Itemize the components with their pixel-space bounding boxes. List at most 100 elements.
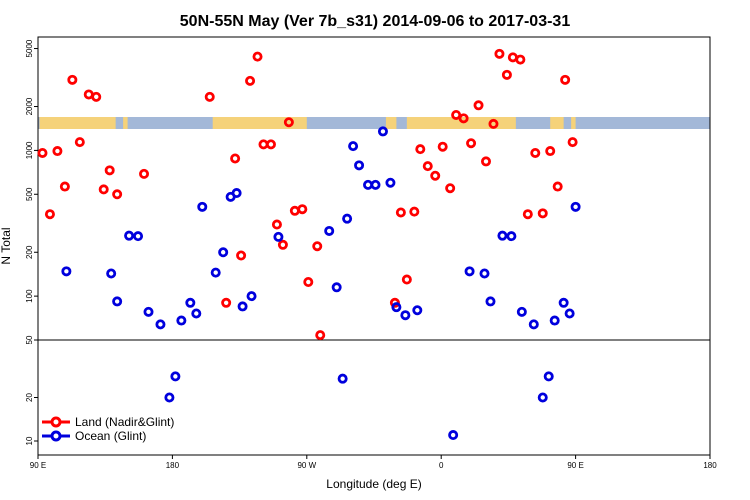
land-point: [430, 170, 441, 181]
land-point: [271, 219, 282, 230]
plot-frame: [37, 36, 711, 456]
land-point: [59, 181, 70, 192]
x-tick-label: 90 W: [297, 461, 316, 470]
legend: Land (Nadir&Glint) Ocean (Glint): [42, 415, 174, 443]
ocean-point: [231, 188, 242, 199]
land-segment: [571, 117, 576, 129]
ocean-point: [112, 296, 123, 307]
chart-title: 50N-55N May (Ver 7b_s31) 2014-09-06 to 2…: [180, 13, 571, 30]
ocean-point: [197, 201, 208, 212]
land-point: [204, 91, 215, 102]
land-point: [395, 207, 406, 218]
ocean-point: [237, 301, 248, 312]
series-land: [37, 48, 578, 341]
ocean-point: [133, 231, 144, 242]
land-point: [221, 297, 232, 308]
y-tick-label: 10: [25, 436, 34, 445]
y-tick-label: 50: [25, 335, 34, 344]
ocean-point: [124, 230, 135, 241]
ocean-point: [143, 306, 154, 317]
land-segment: [212, 117, 307, 129]
land-point: [545, 146, 556, 157]
land-point: [422, 161, 433, 172]
land-point: [409, 206, 420, 217]
ocean-point: [106, 268, 117, 279]
land-segment: [39, 117, 116, 129]
ocean-point: [497, 230, 508, 241]
land-point: [265, 139, 276, 150]
land-point: [494, 48, 505, 59]
land-point: [230, 153, 241, 164]
ocean-point: [564, 308, 575, 319]
land-point: [437, 141, 448, 152]
ocean-point: [185, 297, 196, 308]
ocean-point: [324, 225, 335, 236]
ocean-point: [570, 201, 581, 212]
y-tick-label: 200: [25, 245, 34, 259]
ocean-point: [61, 266, 72, 277]
ocean-point: [549, 315, 560, 326]
land-point: [245, 75, 256, 86]
ocean-point: [412, 305, 423, 316]
ocean-point: [479, 268, 490, 279]
land-point: [252, 51, 263, 62]
x-tick-label: 180: [703, 461, 717, 470]
ocean-point: [210, 267, 221, 278]
y-axis-label: N Total: [0, 227, 13, 264]
series-ocean: [61, 126, 581, 441]
ocean-point: [448, 430, 459, 441]
land-point: [480, 156, 491, 167]
y-tick-label: 1000: [25, 141, 34, 159]
land-point: [415, 144, 426, 155]
ocean-point: [543, 371, 554, 382]
land-segment: [406, 117, 516, 129]
land-point: [530, 147, 541, 158]
land-point: [67, 74, 78, 85]
land-point: [451, 109, 462, 120]
land-point: [74, 137, 85, 148]
ocean-point: [537, 392, 548, 403]
ocean-point: [400, 310, 411, 321]
land-point: [560, 74, 571, 85]
legend-swatch-marker-land: [50, 416, 62, 428]
y-tick-label: 100: [25, 289, 34, 303]
land-point: [315, 330, 326, 341]
y-tick-label: 500: [25, 187, 34, 201]
ocean-point: [385, 177, 396, 188]
land-point: [522, 209, 533, 220]
land-point: [552, 181, 563, 192]
ocean-point: [176, 315, 187, 326]
x-axis-label: Longitude (deg E): [326, 477, 421, 491]
ocean-point: [273, 231, 284, 242]
land-point: [501, 69, 512, 80]
land-point: [312, 241, 323, 252]
ocean-point: [370, 179, 381, 190]
land-point: [401, 274, 412, 285]
land-point: [567, 137, 578, 148]
ocean-band: [38, 117, 710, 129]
land-point: [537, 208, 548, 219]
land-point: [458, 113, 469, 124]
x-axis: 90 E 180 90 W 0 90 E 180: [30, 455, 717, 470]
land-point: [283, 117, 294, 128]
ocean-point: [164, 392, 175, 403]
land-point: [297, 204, 308, 215]
land-point: [98, 184, 109, 195]
ocean-point: [331, 282, 342, 293]
ocean-point: [246, 291, 257, 302]
ocean-point: [337, 373, 348, 384]
ocean-point: [377, 126, 388, 137]
x-tick-label: 90 E: [30, 461, 46, 470]
land-segment: [550, 117, 564, 129]
ocean-point: [354, 160, 365, 171]
x-tick-label: 90 E: [567, 461, 583, 470]
ocean-point: [516, 306, 527, 317]
land-segment: [123, 117, 128, 129]
land-ocean-band: [38, 117, 710, 129]
land-point: [52, 146, 63, 157]
land-point: [277, 239, 288, 250]
ocean-point: [170, 371, 181, 382]
legend-item-land: Land (Nadir&Glint): [42, 415, 174, 429]
land-point: [515, 54, 526, 65]
